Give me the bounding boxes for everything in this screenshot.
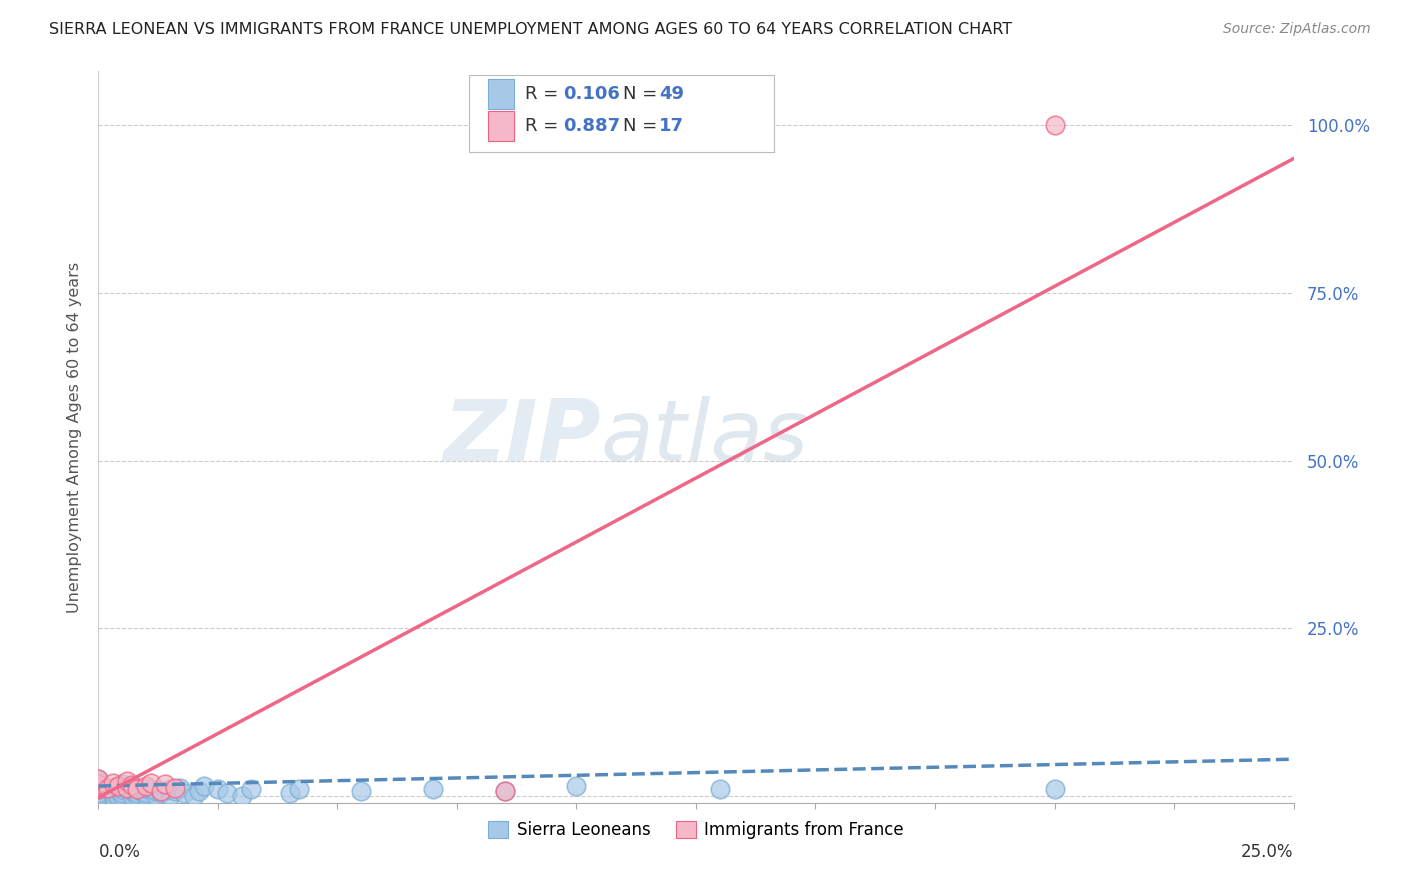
Point [125, 789, 148, 803]
Point [565, 779, 588, 793]
Text: 0.887: 0.887 [564, 117, 620, 135]
Point [187, 783, 209, 797]
Text: Source: ZipAtlas.com: Source: ZipAtlas.com [1223, 22, 1371, 37]
Text: 25.0%: 25.0% [1241, 843, 1294, 861]
Point [135, 780, 157, 795]
Point [240, 782, 263, 797]
Point [288, 782, 311, 797]
Point [149, 786, 172, 800]
FancyBboxPatch shape [470, 75, 773, 152]
Point [87, 777, 110, 791]
Point [155, 777, 177, 791]
Point [350, 783, 373, 797]
Point [139, 775, 162, 789]
Point [1043, 782, 1066, 797]
FancyBboxPatch shape [488, 112, 515, 141]
Text: R =: R = [524, 85, 564, 103]
Point [97, 780, 120, 795]
Point [145, 783, 167, 797]
Text: R =: R = [524, 117, 564, 135]
Legend: Sierra Leoneans, Immigrants from France: Sierra Leoneans, Immigrants from France [482, 814, 910, 846]
Point [111, 786, 134, 800]
Point [169, 780, 191, 795]
Text: atlas: atlas [600, 395, 808, 479]
Point [1043, 118, 1066, 132]
Point [125, 782, 148, 797]
Point [87, 782, 110, 797]
Point [207, 782, 229, 797]
Point [173, 786, 195, 800]
Point [87, 786, 110, 800]
Point [87, 775, 110, 789]
Point [217, 786, 239, 800]
Text: 0.106: 0.106 [564, 85, 620, 103]
Point [159, 789, 181, 803]
Point [121, 778, 143, 792]
Point [115, 774, 138, 789]
Point [149, 783, 172, 797]
Point [101, 786, 124, 800]
Text: 0.0%: 0.0% [98, 843, 141, 861]
Text: N =: N = [623, 85, 664, 103]
Text: ZIP: ZIP [443, 395, 600, 479]
Point [87, 779, 110, 793]
Point [101, 775, 124, 789]
Text: SIERRA LEONEAN VS IMMIGRANTS FROM FRANCE UNEMPLOYMENT AMONG AGES 60 TO 64 YEARS : SIERRA LEONEAN VS IMMIGRANTS FROM FRANCE… [49, 22, 1012, 37]
Point [131, 783, 153, 797]
Point [135, 786, 157, 800]
Point [139, 782, 162, 797]
Point [163, 780, 186, 795]
Point [709, 782, 731, 797]
Point [121, 789, 143, 803]
Point [494, 783, 516, 797]
Point [135, 789, 157, 803]
Point [278, 786, 301, 800]
Point [231, 789, 253, 803]
Point [87, 789, 110, 803]
Point [111, 777, 134, 791]
Point [101, 789, 124, 803]
Point [87, 772, 110, 787]
Point [111, 782, 134, 797]
Point [107, 782, 129, 797]
Point [422, 782, 444, 797]
Text: 49: 49 [659, 85, 683, 103]
Point [87, 789, 110, 803]
Point [107, 779, 129, 793]
Point [121, 783, 143, 797]
Point [87, 772, 110, 787]
Point [135, 779, 157, 793]
Point [87, 782, 110, 797]
Point [125, 780, 148, 795]
Point [494, 783, 516, 797]
Point [145, 789, 167, 803]
Y-axis label: Unemployment Among Ages 60 to 64 years: Unemployment Among Ages 60 to 64 years [66, 261, 82, 613]
Point [115, 780, 138, 795]
Text: N =: N = [623, 117, 664, 135]
Text: 17: 17 [659, 117, 683, 135]
FancyBboxPatch shape [488, 79, 515, 109]
Point [111, 789, 134, 803]
Point [163, 783, 186, 797]
Point [107, 789, 129, 803]
Point [125, 786, 148, 800]
Point [183, 789, 205, 803]
Point [193, 779, 215, 793]
Point [159, 782, 181, 797]
Point [107, 779, 129, 793]
